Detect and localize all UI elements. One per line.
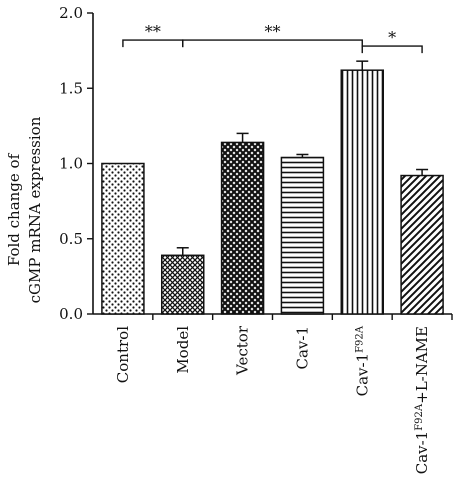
sig-label: **: [265, 22, 281, 41]
x-category-label: Vector: [234, 325, 252, 376]
bar-1: [101, 162, 145, 315]
bar-3: [220, 141, 265, 315]
sig-bracket: [361, 45, 423, 54]
y-tick-label: 1.5: [59, 79, 83, 97]
bars: [101, 60, 444, 315]
x-category-label: Control: [114, 326, 132, 383]
x-axis-labels: Control Model Vector Cav-1 Cav-1F92A Cav-1F92…: [114, 325, 431, 474]
sig-bracket: [122, 39, 184, 48]
sig-label: *: [388, 28, 396, 47]
y-tick-label: 0.0: [59, 305, 83, 323]
y-axis-title: Fold change of cGMP mRNA expression: [5, 116, 44, 303]
significance-brackets: ** ** *: [122, 22, 423, 54]
bar-6: [400, 174, 444, 315]
y-tick-label: 2.0: [59, 4, 83, 22]
x-category-label: Cav-1: [293, 326, 311, 370]
y-axis-title-line2: cGMP mRNA expression: [26, 116, 44, 303]
x-category-label: Model: [174, 326, 192, 374]
axes: 0.0 0.5 1.0 1.5 2.0: [59, 4, 453, 323]
sig-bracket: [182, 39, 363, 48]
y-axis-title-line1: Fold change of: [5, 152, 23, 266]
y-tick-label: 1.0: [59, 155, 83, 173]
bar-5: [340, 69, 384, 315]
y-tick-label: 0.5: [59, 230, 83, 248]
x-category-label: Cav-1F92A+L-NAME: [413, 326, 431, 474]
bar-4: [280, 156, 325, 315]
bar-2: [161, 254, 205, 315]
sig-label: **: [145, 22, 161, 41]
x-category-label: Cav-1F92A: [353, 325, 371, 396]
